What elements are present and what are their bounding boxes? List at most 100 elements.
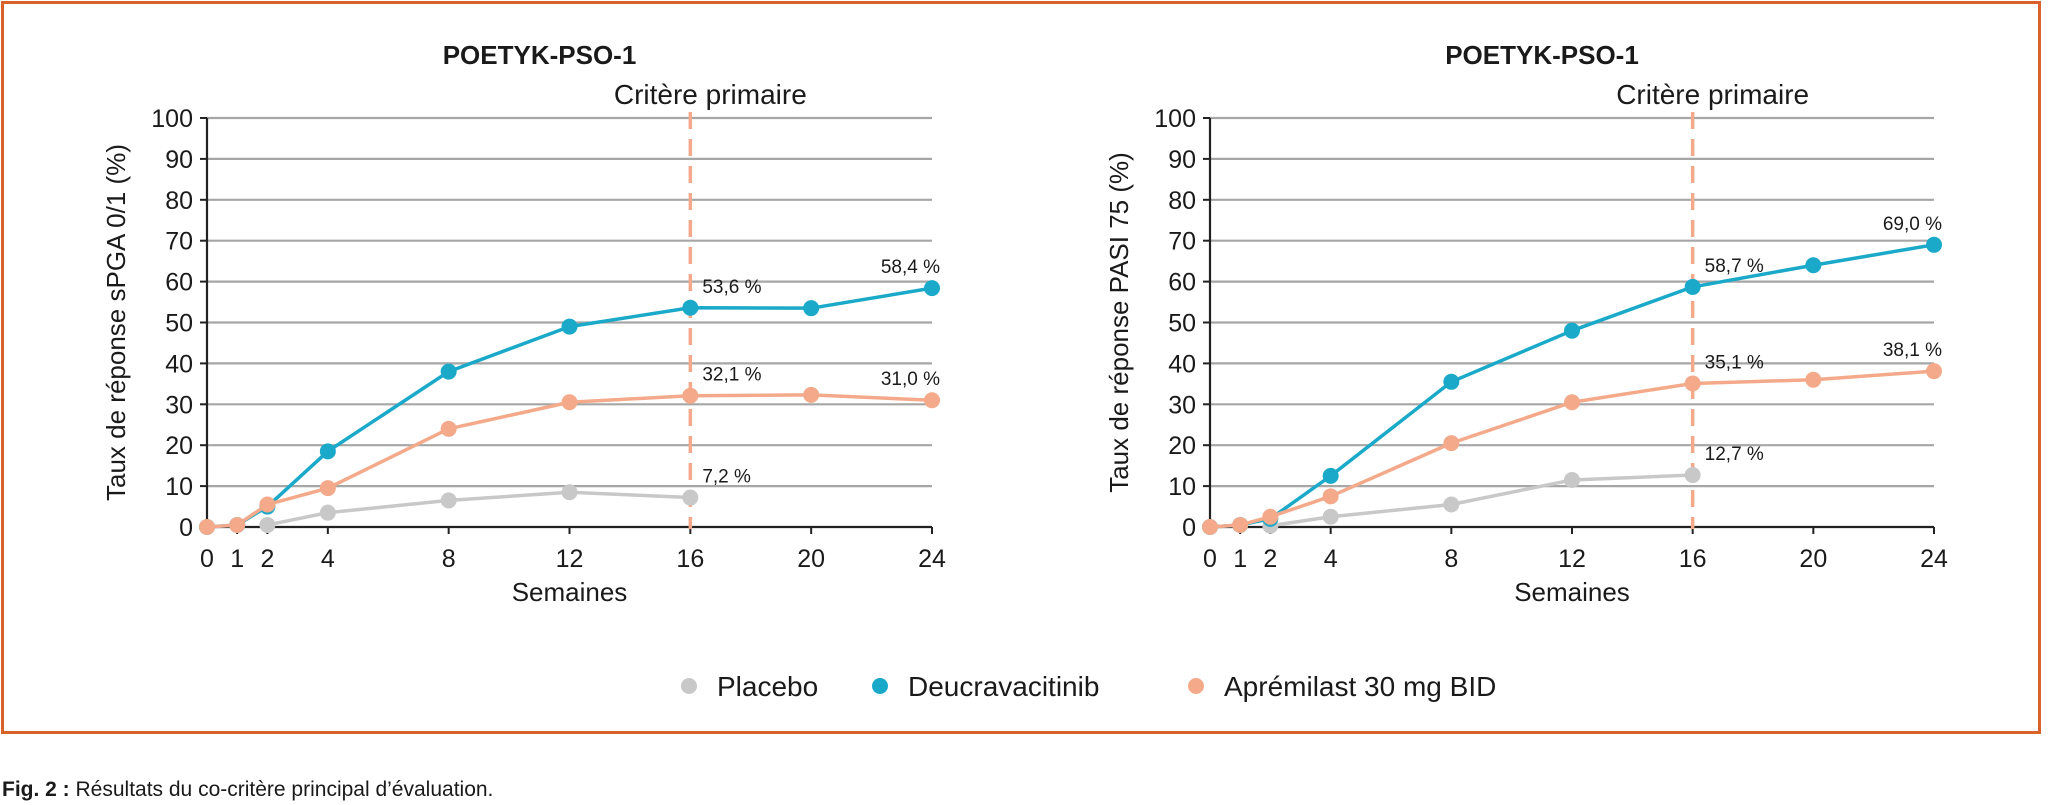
x-tick-label: 2	[260, 545, 274, 573]
x-tick-label: 20	[1799, 545, 1827, 573]
y-tick-label: 40	[165, 350, 193, 378]
y-tick-label: 10	[165, 473, 193, 501]
data-point-apremilast	[199, 519, 215, 535]
y-tick-label: 70	[165, 228, 193, 256]
data-point-placebo	[1684, 467, 1701, 484]
y-axis-label: Taux de réponse PASI 75 (%)	[1104, 152, 1134, 493]
chart-title: POETYK-PSO-1	[1445, 40, 1639, 70]
caption-text: Résultats du co-critère principal d’éval…	[69, 778, 494, 801]
y-tick-label: 50	[165, 310, 193, 338]
legend-label-apremilast: Aprémilast 30 mg BID	[1224, 671, 1496, 702]
data-point-apremilast	[259, 496, 276, 513]
y-tick-label: 60	[165, 269, 193, 297]
figure-frame	[1, 1, 2041, 734]
data-point-apremilast	[229, 516, 246, 533]
data-point-deucravacitinib	[1684, 278, 1701, 295]
data-point-placebo	[259, 516, 276, 533]
x-tick-label: 20	[797, 545, 825, 573]
data-label: 58,4 %	[881, 257, 940, 278]
x-tick-label: 12	[1558, 545, 1586, 573]
y-tick-label: 80	[1168, 187, 1196, 215]
data-point-apremilast	[440, 420, 457, 437]
data-point-placebo	[561, 484, 578, 501]
legend-marker-deucravacitinib	[872, 678, 888, 694]
y-tick-label: 20	[165, 432, 193, 460]
data-point-apremilast	[1805, 371, 1822, 388]
y-tick-label: 80	[165, 187, 193, 215]
x-tick-label: 0	[1203, 545, 1217, 573]
data-label: 12,7 %	[1705, 444, 1764, 465]
legend-label-deucravacitinib: Deucravacitinib	[908, 671, 1099, 702]
y-tick-label: 70	[1168, 228, 1196, 256]
data-label: 31,0 %	[881, 369, 940, 390]
legend: Placebo Deucravacitinib Aprémilast 30 mg B…	[681, 671, 1496, 702]
y-tick-label: 10	[1168, 473, 1196, 501]
x-tick-label: 8	[442, 545, 456, 573]
legend-item-placebo: Placebo	[681, 671, 818, 702]
x-tick-label: 24	[1920, 545, 1948, 573]
y-tick-label: 90	[165, 146, 193, 174]
x-axis-label: Semaines	[1514, 577, 1630, 607]
data-point-deucravacitinib	[561, 318, 578, 335]
y-tick-label: 100	[151, 105, 193, 133]
x-tick-label: 16	[676, 545, 704, 573]
x-tick-label: 24	[918, 545, 946, 573]
data-point-deucravacitinib	[1805, 257, 1822, 274]
data-point-deucravacitinib	[440, 363, 457, 380]
data-point-deucravacitinib	[1926, 236, 1942, 253]
primary-endpoint-label: Critère primaire	[614, 79, 807, 110]
data-point-apremilast	[1202, 519, 1218, 535]
x-tick-label: 0	[200, 545, 214, 573]
data-point-placebo	[1322, 508, 1339, 525]
y-axis-label: Taux de réponse sPGA 0/1 (%)	[101, 144, 131, 501]
legend-marker-apremilast	[1188, 678, 1204, 694]
data-point-apremilast	[1926, 363, 1942, 380]
data-point-deucravacitinib	[803, 300, 820, 317]
y-tick-label: 0	[1182, 514, 1196, 542]
legend-marker-placebo	[681, 678, 697, 694]
data-point-placebo	[1564, 471, 1580, 488]
data-label: 35,1 %	[1705, 352, 1764, 373]
x-axis-label: Semaines	[512, 577, 628, 607]
x-tick-label: 8	[1444, 545, 1458, 573]
y-tick-label: 90	[1168, 146, 1196, 174]
y-tick-label: 30	[165, 391, 193, 419]
x-tick-label: 2	[1263, 545, 1277, 573]
data-point-deucravacitinib	[924, 280, 940, 297]
data-point-placebo	[1443, 496, 1460, 513]
data-point-apremilast	[924, 392, 940, 409]
data-point-placebo	[682, 489, 699, 506]
y-tick-label: 50	[1168, 310, 1196, 338]
y-tick-label: 60	[1168, 269, 1196, 297]
data-point-deucravacitinib	[1322, 467, 1339, 484]
legend-item-deucravacitinib: Deucravacitinib	[872, 671, 1099, 702]
y-tick-label: 40	[1168, 350, 1196, 378]
data-point-apremilast	[561, 394, 578, 411]
data-point-deucravacitinib	[1564, 322, 1580, 339]
primary-endpoint-label: Critère primaire	[1616, 79, 1809, 110]
data-label: 69,0 %	[1883, 214, 1942, 235]
data-point-apremilast	[1262, 508, 1279, 525]
x-tick-label: 1	[1233, 545, 1247, 573]
caption-prefix: Fig. 2 :	[2, 778, 70, 801]
chart-title: POETYK-PSO-1	[443, 40, 637, 70]
data-label: 32,1 %	[702, 365, 761, 386]
data-point-apremilast	[1564, 394, 1580, 411]
y-tick-label: 100	[1154, 105, 1196, 133]
data-label: 58,7 %	[1705, 256, 1764, 277]
figure-caption: Fig. 2 : Résultats du co-critère princip…	[2, 778, 493, 802]
legend-label-placebo: Placebo	[717, 671, 818, 702]
x-tick-label: 4	[1324, 545, 1338, 573]
data-point-deucravacitinib	[682, 299, 699, 316]
data-point-apremilast	[1322, 488, 1339, 505]
x-tick-label: 1	[230, 545, 244, 573]
y-tick-label: 0	[179, 514, 193, 542]
data-label: 7,2 %	[702, 467, 751, 488]
x-tick-label: 12	[556, 545, 584, 573]
data-point-apremilast	[1684, 375, 1701, 392]
data-point-apremilast	[682, 387, 699, 404]
data-label: 53,6 %	[702, 277, 761, 298]
